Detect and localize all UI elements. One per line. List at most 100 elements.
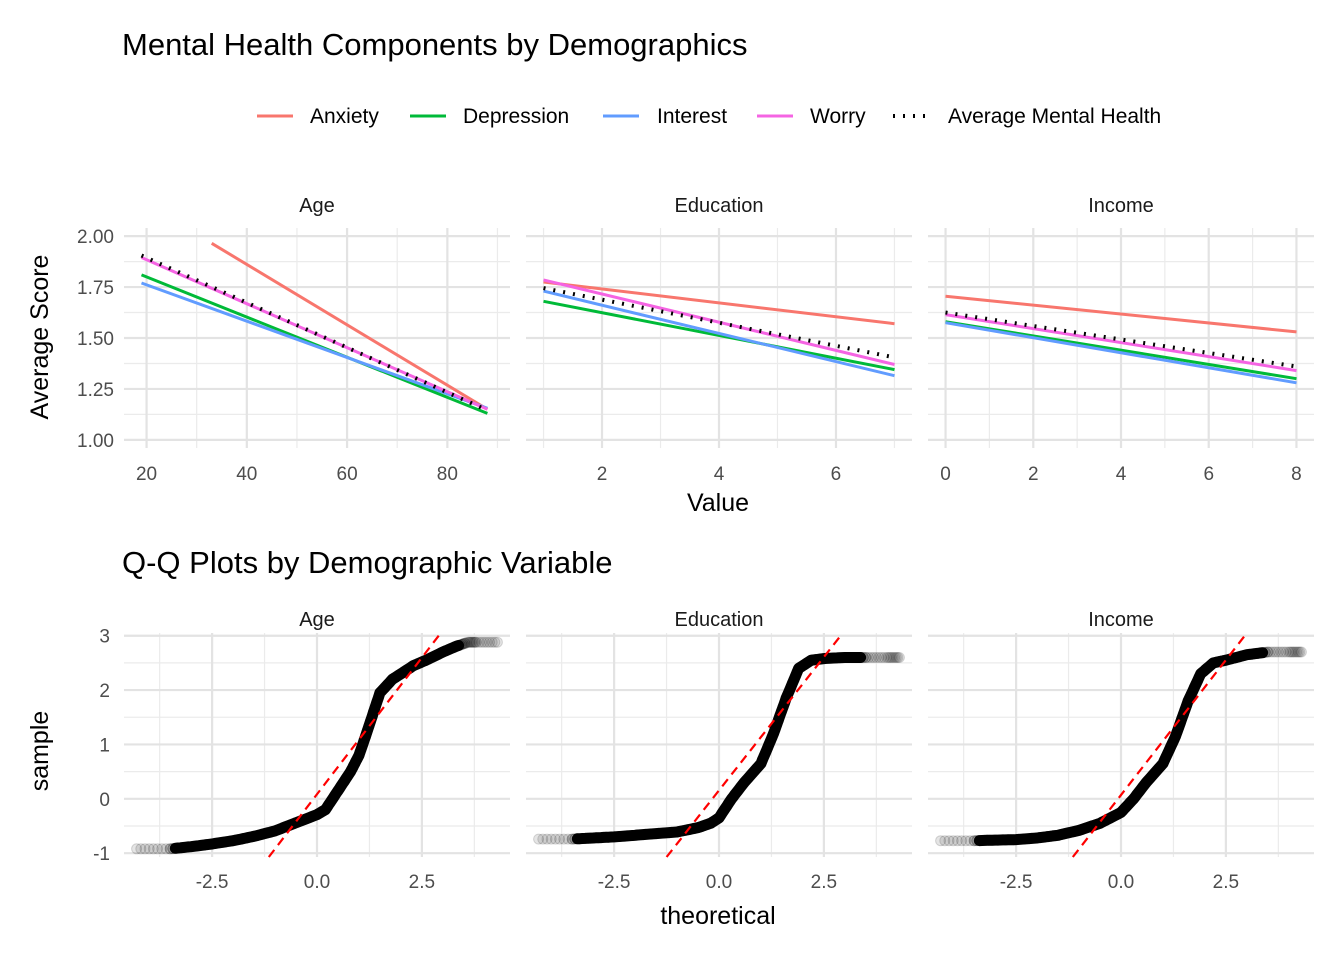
qq-point: [882, 652, 894, 663]
strip-label-age: Age: [299, 609, 335, 631]
qq-point: [878, 652, 890, 663]
qq-point: [947, 835, 959, 847]
top-y-axis-label: Average Score: [26, 255, 54, 420]
qq-point: [956, 835, 968, 847]
series-line-worry: [543, 278, 895, 366]
legend-item-anxiety: Anxiety: [257, 105, 379, 128]
qq-point: [892, 652, 904, 663]
legend: Anxiety Depression Interest Worry Average Me…: [257, 105, 1161, 128]
qq-point: [131, 843, 143, 855]
top-x-axis-label: Value: [687, 489, 749, 517]
legend-item-average-mental-health: Average Mental Health: [893, 105, 1161, 128]
x-tick-label: 60: [337, 464, 358, 485]
qq-point: [491, 636, 503, 648]
qq-point: [465, 636, 477, 648]
qq-point: [890, 652, 902, 663]
top-panel-education: Education 2 4 6: [526, 195, 912, 485]
y-tick-label: -1: [93, 844, 110, 865]
qq-point: [1289, 646, 1301, 658]
x-tick-label: -2.5: [1000, 872, 1033, 893]
series-line-interest: [945, 321, 1297, 385]
qq-point: [463, 636, 475, 648]
series-line-interest: [543, 289, 895, 378]
qq-reference-line: [267, 632, 442, 858]
series-line-worry: [945, 313, 1297, 373]
y-tick-label: 3: [99, 627, 110, 648]
top-panel-age: Age 20 40 60 80 1.00 1.25 1.50 1.75 2.00: [77, 195, 510, 485]
qq-point: [876, 652, 888, 663]
x-tick-label: 80: [437, 464, 458, 485]
qq-point: [486, 636, 498, 648]
qq-point: [143, 843, 155, 855]
panel-grid: [526, 228, 912, 448]
x-tick-label: 0: [940, 464, 951, 485]
strip-label-age: Age: [299, 195, 335, 217]
qq-point: [466, 636, 478, 648]
qq-point: [489, 636, 501, 648]
qq-point: [873, 652, 885, 663]
x-tick-label: 2: [1028, 464, 1039, 485]
qq-point: [470, 636, 482, 648]
qq-point: [558, 833, 570, 845]
qq-point: [469, 636, 481, 648]
chart-title-top: Mental Health Components by Demographics: [122, 27, 747, 62]
x-tick-label: -2.5: [196, 872, 229, 893]
x-tick-label: 2.5: [409, 872, 435, 893]
qq-point: [1280, 646, 1292, 658]
qq-point: [1275, 646, 1287, 658]
strip-label-income: Income: [1088, 195, 1154, 217]
x-tick-label: 4: [1116, 464, 1127, 485]
qq-point: [887, 652, 899, 663]
qq-point: [884, 652, 896, 663]
legend-item-interest: Interest: [603, 105, 727, 128]
qq-point: [1270, 646, 1282, 658]
qq-point: [1284, 646, 1296, 658]
qq-point: [1283, 646, 1295, 658]
y-tick-label: 1: [99, 735, 110, 756]
legend-label-anxiety: Anxiety: [310, 105, 379, 128]
qq-point: [1295, 646, 1307, 658]
qq-point: [549, 833, 561, 845]
qq-point: [484, 636, 495, 648]
x-tick-label: 2.5: [811, 872, 837, 893]
x-tick-label: 2: [597, 464, 608, 485]
panel-grid: [526, 633, 912, 857]
strip-label-education: Education: [675, 195, 764, 217]
qq-points: [935, 646, 1307, 847]
qq-point: [537, 833, 549, 845]
x-tick-label: 6: [1203, 464, 1214, 485]
qq-point: [951, 835, 963, 847]
y-tick-label: 0: [99, 790, 110, 811]
y-tick-label: 2: [99, 681, 110, 702]
panel-grid: [928, 633, 1314, 857]
qq-point: [476, 636, 488, 648]
qq-point: [1294, 646, 1306, 658]
series-line-worry: [140, 256, 489, 411]
qq-panel-education: Education -2.5 0.0 2.5: [526, 609, 912, 893]
qq-point: [1272, 646, 1284, 658]
y-tick-label: 1.75: [77, 278, 114, 299]
y-tick-label: 2.00: [77, 227, 114, 248]
qq-point: [893, 652, 905, 663]
legend-item-depression: Depression: [410, 105, 569, 128]
qq-point: [156, 843, 168, 855]
qq-point: [889, 652, 901, 663]
bottom-y-axis-label: sample: [26, 711, 54, 792]
x-tick-label: 40: [236, 464, 257, 485]
qq-point: [1292, 646, 1304, 658]
qq-point: [960, 835, 972, 847]
y-tick-label: 1.25: [77, 380, 114, 401]
series-line-anxiety: [543, 280, 895, 326]
qq-point-band: [169, 640, 465, 854]
bottom-x-axis-label: theoretical: [660, 902, 775, 930]
y-tick-label: 1.50: [77, 329, 114, 350]
series-line-anxiety: [210, 242, 489, 411]
qq-point: [468, 636, 480, 648]
legend-label-worry: Worry: [810, 105, 866, 128]
qq-points: [533, 652, 905, 845]
qq-point: [478, 636, 490, 648]
qq-point: [473, 636, 485, 648]
panel-grid: [928, 228, 1314, 448]
